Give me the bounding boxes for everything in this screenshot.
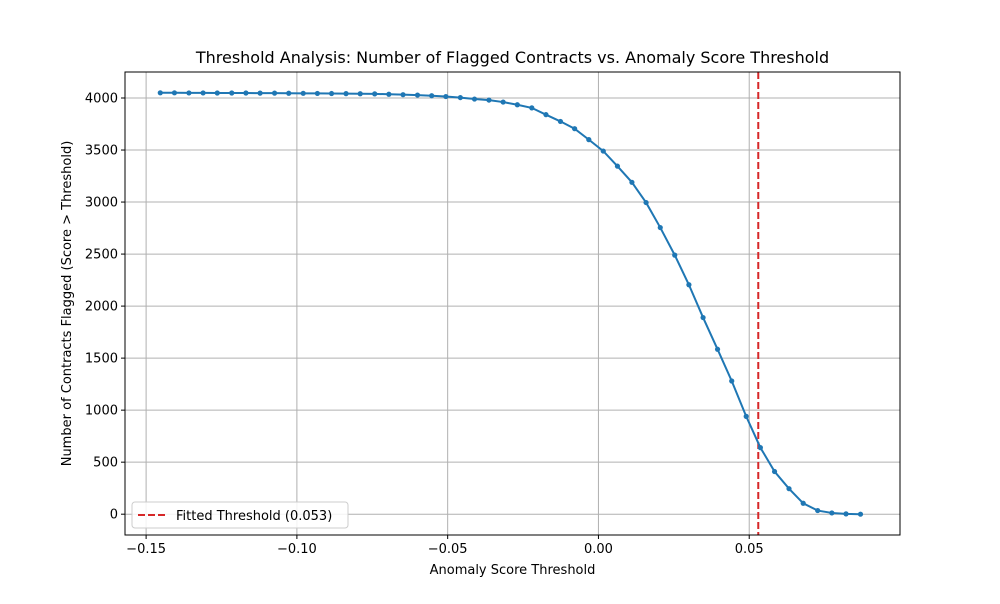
y-tick-label: 1500 <box>85 352 118 367</box>
x-tick-label: −0.15 <box>126 542 166 557</box>
data-point <box>429 93 435 99</box>
data-point <box>400 92 406 98</box>
data-point <box>343 91 349 97</box>
data-point <box>372 91 378 97</box>
data-point <box>443 93 449 100</box>
data-point <box>314 90 320 97</box>
data-point <box>672 252 678 258</box>
data-point <box>186 90 192 96</box>
data-point <box>514 102 520 108</box>
data-point <box>157 90 163 96</box>
data-point <box>643 199 649 206</box>
x-tick-label: 0.00 <box>584 542 613 557</box>
data-point <box>328 90 335 97</box>
x-axis-ticks: −0.15 −0.10 −0.05 0.00 0.05 <box>126 535 764 557</box>
chart-title: Threshold Analysis: Number of Flagged Co… <box>195 48 829 67</box>
plot-frame <box>124 71 901 536</box>
x-tick-label: 0.05 <box>735 542 764 557</box>
data-point <box>557 118 564 125</box>
data-point <box>714 346 721 352</box>
data-point <box>815 507 821 514</box>
data-point <box>614 163 621 169</box>
y-tick-label: 500 <box>93 456 118 471</box>
data-point <box>729 378 735 384</box>
data-point <box>657 224 663 231</box>
y-tick-label: 4000 <box>85 92 118 107</box>
grid-layer <box>125 72 900 535</box>
data-point <box>529 105 535 111</box>
data-point <box>300 90 306 96</box>
y-tick-label: 3500 <box>85 144 118 159</box>
legend-threshold-label: Fitted Threshold (0.053) <box>176 509 332 524</box>
y-tick-label: 2500 <box>85 248 118 263</box>
data-point <box>257 90 263 96</box>
data-point <box>200 90 206 96</box>
data-point <box>229 90 235 96</box>
legend-box <box>131 501 349 529</box>
data-point <box>629 179 635 185</box>
legend: Fitted Threshold (0.053) <box>131 501 349 529</box>
data-point <box>414 92 421 98</box>
data-point <box>171 90 178 96</box>
y-axis-ticks: 0 500 1000 1500 2000 2500 3000 3500 4000 <box>85 92 125 523</box>
data-point <box>857 511 864 517</box>
y-tick-label: 0 <box>110 508 118 523</box>
data-point <box>572 126 578 132</box>
y-tick-label: 3000 <box>85 196 118 211</box>
data-point <box>686 282 692 288</box>
series-layer <box>157 90 864 517</box>
data-point <box>471 96 478 102</box>
data-point <box>757 445 763 451</box>
data-point <box>743 413 749 419</box>
data-point <box>271 90 278 96</box>
data-point <box>486 97 492 103</box>
data-point <box>586 137 592 143</box>
data-point <box>786 486 792 492</box>
data-point <box>357 91 363 97</box>
data-point <box>457 94 463 101</box>
data-point <box>843 511 849 517</box>
x-axis-label: Anomaly Score Threshold <box>430 563 596 578</box>
x-tick-label: −0.10 <box>277 542 317 557</box>
data-point <box>600 148 606 154</box>
y-axis-label: Number of Contracts Flagged (Score > Thr… <box>60 141 75 467</box>
y-tick-label: 1000 <box>85 404 118 419</box>
data-point <box>771 468 778 475</box>
data-point <box>543 112 549 118</box>
data-point <box>286 90 292 96</box>
data-point <box>700 314 706 321</box>
y-tick-label: 2000 <box>85 300 118 315</box>
data-point <box>386 91 392 97</box>
data-point <box>500 99 506 105</box>
data-point <box>214 90 220 96</box>
x-tick-label: −0.05 <box>428 542 468 557</box>
data-point <box>243 90 249 96</box>
data-point <box>800 500 806 506</box>
data-point <box>829 510 835 516</box>
